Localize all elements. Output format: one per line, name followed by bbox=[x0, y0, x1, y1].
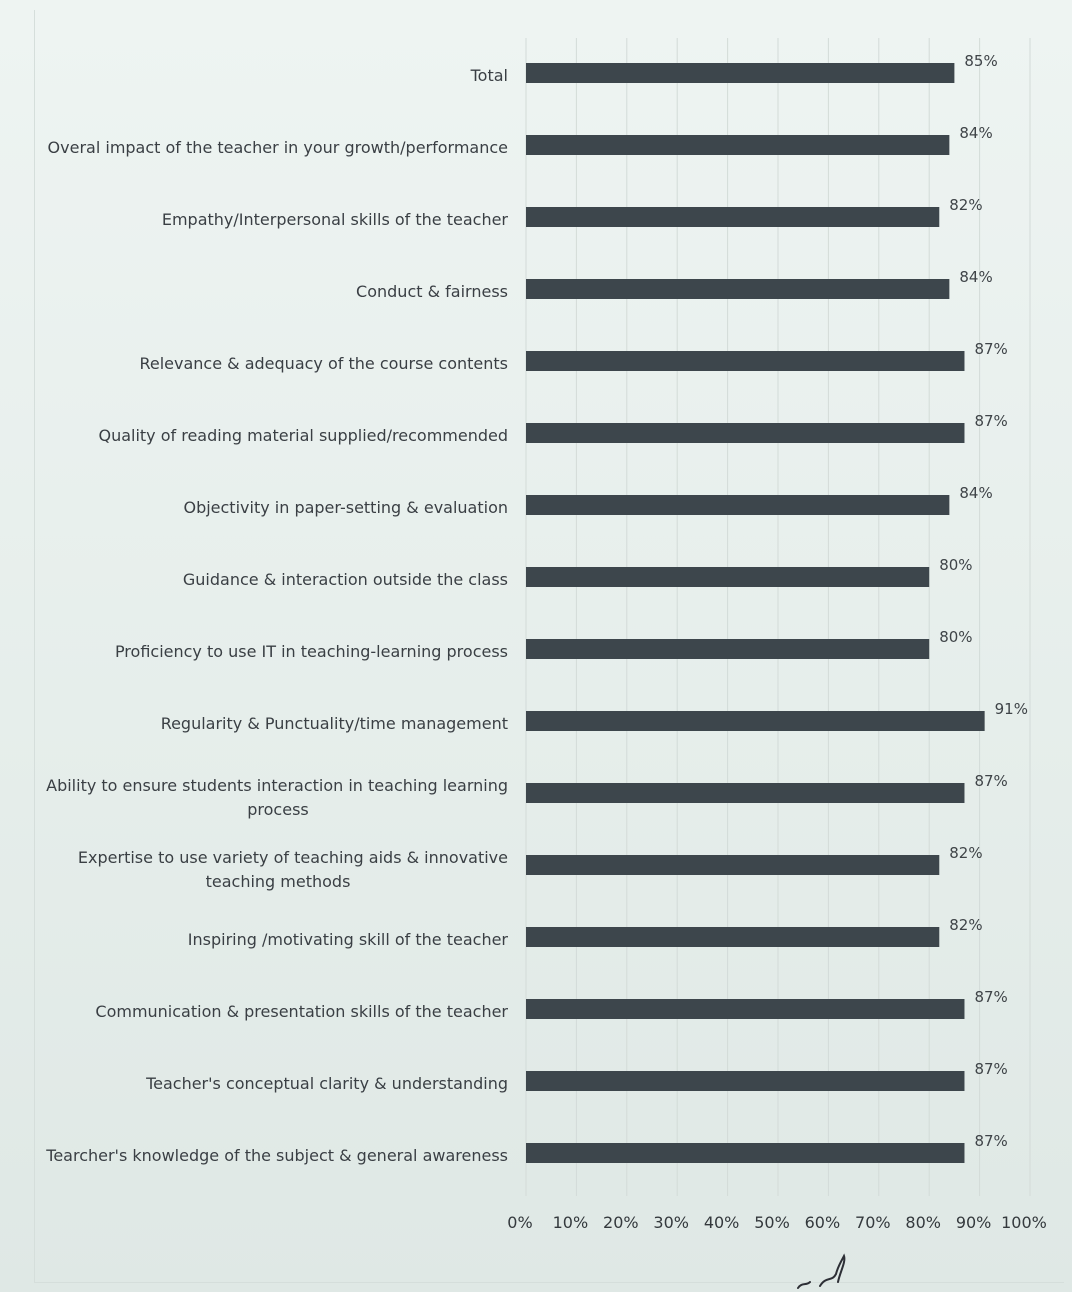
category-label: Relevance & adequacy of the course conte… bbox=[139, 354, 508, 373]
x-tick-label: 90% bbox=[956, 1213, 992, 1232]
bar bbox=[526, 279, 950, 299]
bar bbox=[526, 783, 965, 803]
bar bbox=[526, 1143, 965, 1163]
category-label: Inspiring /motivating skill of the teach… bbox=[188, 930, 509, 949]
bar bbox=[526, 351, 965, 371]
page-border-bottom bbox=[34, 1282, 1064, 1283]
data-label: 85% bbox=[964, 52, 997, 70]
bar bbox=[526, 639, 930, 659]
bar bbox=[526, 567, 930, 587]
x-tick-label: 80% bbox=[905, 1213, 941, 1232]
bar bbox=[526, 135, 950, 155]
bar bbox=[526, 423, 965, 443]
category-label: Tearcher's knowledge of the subject & ge… bbox=[45, 1146, 508, 1165]
x-tick-label: 30% bbox=[653, 1213, 689, 1232]
x-tick-label: 60% bbox=[805, 1213, 841, 1232]
category-label-line: teaching methods bbox=[206, 872, 351, 891]
category-label: Total bbox=[470, 66, 508, 85]
bar bbox=[526, 63, 955, 83]
category-label: Empathy/Interpersonal skills of the teac… bbox=[162, 210, 509, 229]
x-tick-label: 70% bbox=[855, 1213, 891, 1232]
bar bbox=[526, 1071, 965, 1091]
bar bbox=[526, 711, 985, 731]
x-tick-label: 40% bbox=[704, 1213, 740, 1232]
data-label: 82% bbox=[949, 196, 982, 214]
x-axis-ticks: 0% 10% 20% 30% 40% 50% 60% 70% 80% 90% 100% bbox=[507, 1213, 1047, 1232]
category-labels: Total Overal impact of the teacher in you… bbox=[45, 66, 508, 1165]
x-tick-label: 20% bbox=[603, 1213, 639, 1232]
data-label: 82% bbox=[949, 916, 982, 934]
bars bbox=[526, 63, 985, 1163]
category-label-line: process bbox=[247, 800, 308, 819]
x-tick-label: 10% bbox=[553, 1213, 589, 1232]
data-label: 87% bbox=[974, 412, 1007, 430]
bar bbox=[526, 495, 950, 515]
category-label: Ability to ensure students interaction i… bbox=[46, 776, 508, 819]
category-label: Conduct & fairness bbox=[356, 282, 508, 301]
category-label: Communication & presentation skills of t… bbox=[95, 1002, 508, 1021]
data-label: 87% bbox=[974, 1132, 1007, 1150]
bar bbox=[526, 999, 965, 1019]
data-label: 84% bbox=[959, 268, 992, 286]
bar bbox=[526, 927, 940, 947]
category-label: Quality of reading material supplied/rec… bbox=[98, 426, 508, 445]
category-label: Guidance & interaction outside the class bbox=[183, 570, 508, 589]
x-tick-label: 50% bbox=[754, 1213, 790, 1232]
bar bbox=[526, 207, 940, 227]
data-label: 87% bbox=[974, 988, 1007, 1006]
x-tick-label: 0% bbox=[507, 1213, 532, 1232]
category-label: Regularity & Punctuality/time management bbox=[161, 714, 508, 733]
bar bbox=[526, 855, 940, 875]
category-label: Overal impact of the teacher in your gro… bbox=[48, 138, 508, 157]
category-label: Expertise to use variety of teaching aid… bbox=[78, 848, 508, 891]
signature-mark bbox=[797, 1253, 846, 1289]
category-label-line: Ability to ensure students interaction i… bbox=[46, 776, 508, 795]
category-label: Proficiency to use IT in teaching-learni… bbox=[115, 642, 508, 661]
data-label: 82% bbox=[949, 844, 982, 862]
data-label: 87% bbox=[974, 772, 1007, 790]
data-label: 91% bbox=[995, 700, 1028, 718]
category-label-line: Expertise to use variety of teaching aid… bbox=[78, 848, 508, 867]
x-tick-label: 100% bbox=[1001, 1213, 1047, 1232]
category-label: Objectivity in paper-setting & evaluatio… bbox=[183, 498, 508, 517]
category-label: Teacher's conceptual clarity & understan… bbox=[145, 1074, 508, 1093]
data-label: 87% bbox=[974, 340, 1007, 358]
page-border-left bbox=[34, 10, 35, 1282]
data-label: 84% bbox=[959, 484, 992, 502]
data-label: 80% bbox=[939, 628, 972, 646]
data-label: 87% bbox=[974, 1060, 1007, 1078]
data-label: 84% bbox=[959, 124, 992, 142]
data-label: 80% bbox=[939, 556, 972, 574]
value-labels: 85% 84% 82% 84% 87% 87% 84% 80% 80% 91% 87% 82% 82% 8… bbox=[939, 52, 1028, 1150]
